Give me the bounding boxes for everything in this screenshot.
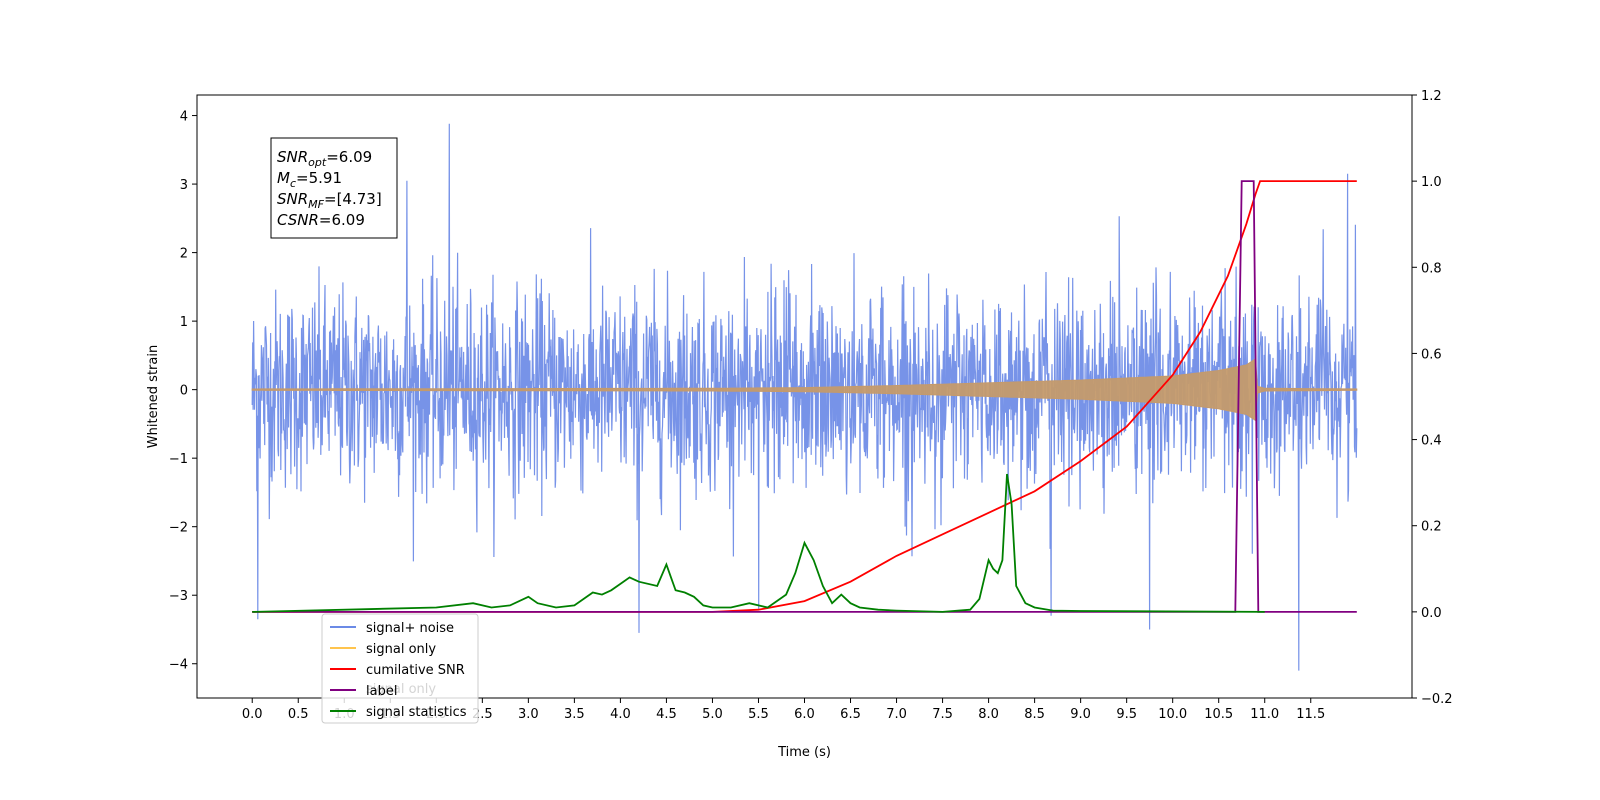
x-tick-label: 4.5 [656,707,677,722]
x-tick-label: 8.5 [1024,707,1045,722]
x-axis-label: Time (s) [777,745,831,760]
y2-tick-label: −0.2 [1421,692,1453,707]
x-tick-label: 11.0 [1250,707,1279,722]
x-tick-label: 5.0 [702,707,723,722]
y-axis-left-ticks: −4 −3 −2 −1 0 1 2 3 4 [169,110,197,673]
annotation-line: SNRMF=[4.73] [277,190,382,211]
series-signal-only [251,357,1358,422]
y2-tick-label: 0.4 [1421,434,1442,449]
y2-tick-label: 1.2 [1421,89,1442,104]
y-axis-right-ticks: −0.2 0.0 0.2 0.4 0.6 0.8 1.0 1.2 [1412,89,1453,707]
y2-tick-label: 1.0 [1421,175,1442,190]
x-tick-label: 11.5 [1296,707,1325,722]
annotation-line: Mc=5.91 [277,169,342,190]
annotation-frame [270,137,398,239]
y-tick-label: 4 [180,110,188,125]
y-tick-label: −3 [169,589,188,604]
legend-frame [321,613,479,724]
legend-label: signal statistics [366,705,467,720]
legend-label: signal+ noise [366,621,454,636]
plot-area [251,123,1358,671]
x-tick-label: 7.5 [932,707,953,722]
legend-label: cumilative SNR [366,663,465,678]
x-tick-label: 8.0 [978,707,999,722]
y-tick-label: −1 [169,452,188,467]
x-tick-label: 7.0 [886,707,907,722]
y-tick-label: 3 [180,178,188,193]
x-tick-label: 9.0 [1070,707,1091,722]
legend-label: signal only [366,642,436,657]
x-tick-label: 5.5 [748,707,769,722]
y2-tick-label: 0.0 [1421,606,1442,621]
annotation-line: CSNR=6.09 [277,211,365,229]
y-axis-label: Whitened strain [146,345,161,448]
series-cumilative-snr [252,180,1357,613]
x-tick-label: 3.0 [518,707,539,722]
series-signal-statistics [252,473,1265,613]
legend-label: label [366,684,397,699]
y-tick-label: −2 [169,521,188,536]
x-tick-label: 3.5 [564,707,585,722]
x-tick-label: 10.0 [1158,707,1187,722]
y-tick-label: 0 [180,384,188,399]
y2-tick-label: 0.6 [1421,347,1442,362]
y-tick-label: −4 [169,658,188,673]
legend-ghost-text: signal only [366,682,436,697]
x-tick-label: 0.0 [242,707,263,722]
x-tick-label: 0.5 [288,707,309,722]
y2-tick-label: 0.2 [1421,520,1442,535]
x-tick-label: 4.0 [610,707,631,722]
x-tick-label: 10.5 [1204,707,1233,722]
annotation-line: SNRopt=6.09 [277,148,372,169]
y-tick-label: 2 [180,247,188,262]
legend: signal only signal+ noise signal only cumil… [321,613,479,724]
x-tick-label: 9.5 [1116,707,1137,722]
x-tick-label: 6.5 [840,707,861,722]
series-group [251,123,1358,671]
y2-tick-label: 0.8 [1421,261,1442,276]
x-tick-label: 6.0 [794,707,815,722]
series-label [252,180,1357,613]
y-tick-label: 1 [180,315,188,330]
